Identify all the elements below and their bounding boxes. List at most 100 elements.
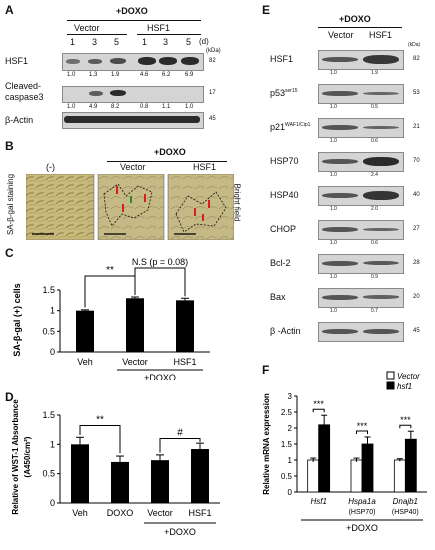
significance-bracket: [79, 425, 121, 454]
micrograph-hsf1: [167, 174, 234, 240]
panel-a-casp-val-2: 4.9: [89, 104, 98, 110]
panel-b-treatment: +DOXO: [154, 147, 186, 157]
panel-b-neg: (-): [46, 162, 55, 172]
y-axis-label: SA-β-gal (+) cells: [12, 283, 22, 356]
panel-b-group-hsf1: HSF1: [193, 162, 217, 172]
panel-a-row-actin-kda: 45: [209, 116, 216, 122]
band: [89, 91, 103, 96]
band: [363, 295, 399, 299]
panel-a-treatment: +DOXO: [116, 6, 148, 16]
band: [322, 192, 358, 198]
panel-a-casp-val-6: 1.0: [185, 104, 194, 110]
panel-a-casp-val-4: 0.8: [140, 104, 149, 110]
panel-a-row-hsf1-kda: 82: [209, 58, 216, 64]
panel-f-letter: F: [262, 363, 270, 377]
panel-a-hsf1-line: [137, 34, 201, 35]
x-tick-label: Vector: [147, 508, 173, 518]
senescent-outline: [175, 191, 227, 233]
panel-a-hsf1-val-5: 6.2: [162, 72, 171, 78]
panel-e-row-value: 1.0: [330, 206, 337, 212]
bar-vector: [151, 460, 169, 503]
panel-a-hsf1-val-3: 1.9: [111, 72, 120, 78]
y-axis-label-units: (A450/cm²): [23, 436, 32, 477]
panel-e-row-label: Bcl-2: [270, 258, 291, 268]
x-tick-label: Hspa1a: [348, 497, 376, 506]
panel-e-blot: [318, 118, 404, 138]
panel-e-row-value: 0.6: [371, 138, 378, 144]
band: [110, 90, 126, 96]
panel-e-row-value: 0.6: [371, 240, 378, 246]
panel-e-blot: [318, 254, 404, 274]
panel-e-row-label: p21WAF1/Cip1: [270, 122, 311, 132]
panel-a-dose-4: 1: [142, 37, 148, 47]
panel-e-row-kda: 70: [413, 158, 420, 164]
band: [322, 294, 358, 300]
chart-f: 0 0.5 1 1.5 2 2.5 3 Relative mRNA expression ***…: [262, 371, 427, 533]
band: [322, 260, 358, 266]
significance-label: #: [177, 427, 183, 438]
y-tick-label: 0.5: [281, 472, 293, 481]
panel-e-blot: [318, 84, 404, 104]
x-tick-label: Dnajb1: [393, 497, 418, 506]
legend-label: Vector: [397, 372, 420, 381]
bar-hsf1: [361, 443, 374, 493]
y-axis-label: Relative mRNA expression: [262, 393, 271, 495]
band: [64, 116, 200, 123]
significance-bracket: [159, 437, 201, 453]
panel-e-blot: [318, 322, 404, 342]
panel-e-treatment-line: [318, 27, 402, 28]
panel-e-row-value: 1.0: [330, 138, 337, 144]
panel-a-dose-1: 1: [70, 37, 76, 47]
panel-a-dose-3: 5: [114, 37, 120, 47]
panel-e-treatment: +DOXO: [339, 14, 371, 24]
significance-label: ***: [357, 421, 368, 431]
panel-b-treatment-line: [107, 161, 227, 162]
panel-a-dose-5: 3: [163, 37, 169, 47]
y-tick-label: 1: [50, 439, 55, 449]
panel-e-row-kda: 20: [413, 294, 420, 300]
bar-hsf1: [191, 449, 209, 503]
bar-vector: [350, 459, 363, 493]
panel-b-letter: B: [5, 139, 14, 153]
panel-e-row-label: Bax: [270, 292, 286, 302]
legend-label: hsf1: [397, 382, 412, 391]
group-label: +DOXO: [346, 523, 378, 533]
panel-e-row-value: 1.0: [330, 240, 337, 246]
x-tick-label: HSF1: [173, 357, 196, 367]
band: [363, 54, 399, 64]
bar-vector: [307, 459, 320, 493]
band: [363, 328, 399, 334]
x-tick-label: Veh: [72, 508, 88, 518]
panel-e-row-label: p53ser15: [270, 88, 298, 98]
panel-e-group-hsf1: HSF1: [369, 30, 393, 40]
staining-marker: [202, 214, 204, 221]
panel-e-row-label: HSP70: [270, 156, 299, 166]
staining-marker: [116, 186, 118, 194]
panel-e-row-kda: 27: [413, 226, 420, 232]
panel-e-row-kda: 45: [413, 328, 420, 334]
significance-bracket: [356, 430, 368, 434]
band: [322, 124, 358, 130]
legend-swatch: [386, 371, 395, 380]
panel-e-row-kda: 40: [413, 192, 420, 198]
panel-e-row-value: 1.9: [371, 70, 378, 76]
bar-doxo: [111, 461, 129, 503]
significance-label: **: [96, 415, 104, 426]
panel-e-row-value: 1.0: [330, 172, 337, 178]
band: [363, 125, 399, 129]
panel-e-row-value: 2.0: [371, 206, 378, 212]
band: [66, 59, 80, 64]
band: [138, 57, 156, 65]
bar-vector: [126, 298, 144, 352]
bar-hsf1: [176, 300, 194, 352]
staining-marker: [208, 200, 210, 208]
panel-e-row-value: 1.0: [330, 104, 337, 110]
significance-label: N.S (p = 0.08): [132, 257, 188, 267]
y-tick-label: 1.5: [42, 285, 55, 295]
y-tick-label: 2: [288, 424, 293, 433]
panel-a-group-hsf1: HSF1: [147, 23, 171, 33]
panel-a-hsf1-val-1: 1.0: [67, 72, 76, 78]
y-tick-label: 0: [50, 347, 55, 357]
y-tick-label: 0.5: [42, 469, 55, 479]
senescent-outline: [103, 183, 153, 227]
